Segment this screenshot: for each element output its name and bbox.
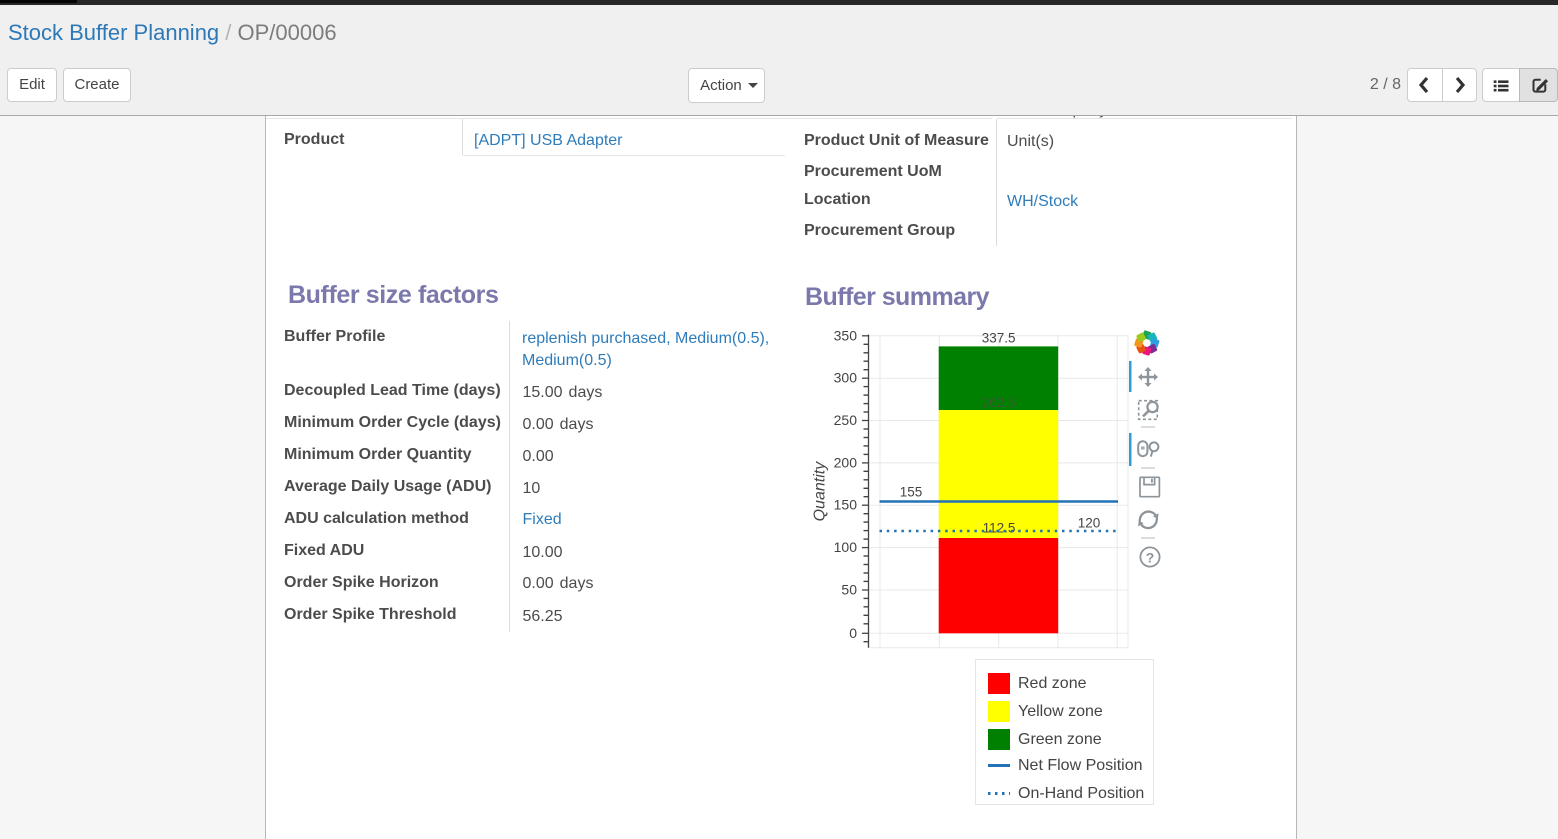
svg-text:150: 150	[834, 497, 858, 513]
svg-text:155: 155	[900, 485, 923, 500]
svg-text:100: 100	[834, 539, 858, 555]
svg-text:112.5: 112.5	[983, 521, 1016, 536]
svg-text:300: 300	[834, 370, 858, 386]
svg-text:50: 50	[841, 582, 857, 598]
svg-text:?: ?	[1146, 550, 1155, 566]
svg-text:350: 350	[834, 327, 858, 343]
svg-text:200: 200	[834, 454, 858, 470]
svg-text:120: 120	[1078, 516, 1101, 531]
svg-text:Quantity: Quantity	[812, 461, 829, 522]
svg-text:250: 250	[834, 412, 858, 428]
svg-text:0: 0	[849, 625, 857, 641]
svg-text:262.5: 262.5	[982, 395, 1016, 410]
svg-text:337.5: 337.5	[982, 331, 1016, 346]
